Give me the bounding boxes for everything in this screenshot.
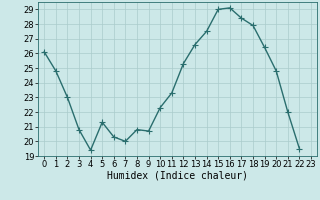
X-axis label: Humidex (Indice chaleur): Humidex (Indice chaleur) [107,171,248,181]
